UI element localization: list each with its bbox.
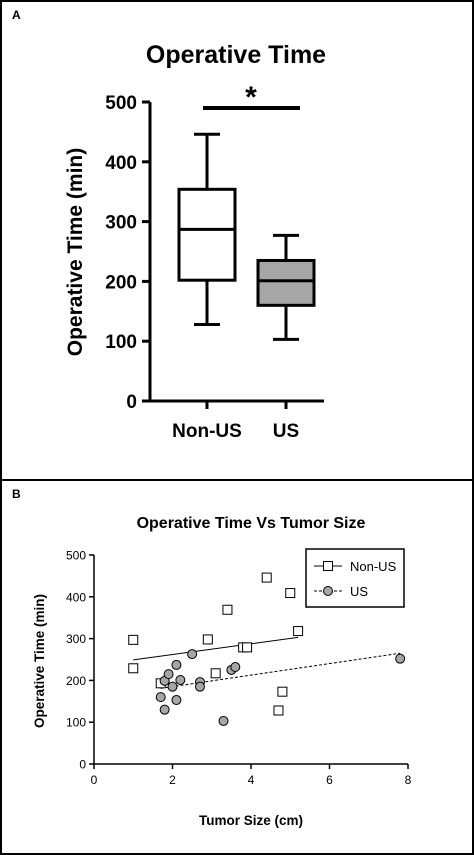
panel-b: B Operative Time Vs Tumor Size Operative …: [0, 481, 474, 855]
legend-label: US: [350, 584, 368, 599]
data-point-us: [194, 681, 205, 692]
data-point-non-us: [222, 604, 233, 615]
significance-star: *: [245, 81, 257, 114]
y-tick-label: 300: [105, 213, 137, 234]
data-point-non-us: [128, 663, 139, 674]
chart-title: Operative Time: [146, 41, 326, 69]
data-point-us: [167, 681, 178, 692]
panel-b-label: B: [12, 487, 21, 501]
y-tick-label: 0: [79, 758, 86, 772]
data-point-non-us: [210, 668, 221, 679]
data-point-non-us: [202, 634, 213, 645]
box-iqr: [256, 258, 316, 307]
legend-marker-square: [323, 561, 333, 571]
x-axis-label: Tumor Size (cm): [199, 813, 303, 828]
legend-box: [305, 548, 405, 608]
x-tick-label: 8: [405, 773, 412, 787]
y-tick-label: 200: [105, 272, 137, 293]
y-tick-label: 500: [105, 93, 137, 114]
box-plot: Operative Time Operative Time (min) 0 100 20…: [64, 41, 326, 442]
y-tick-label: 500: [66, 549, 86, 563]
data-point-non-us: [277, 686, 288, 697]
data-point-us: [175, 674, 186, 685]
y-axis-label: Operative Time (min): [64, 148, 87, 357]
data-point-us: [395, 653, 406, 664]
data-point-non-us: [293, 626, 304, 637]
data-point-us: [218, 715, 229, 726]
data-point-us: [159, 704, 170, 715]
x-tick-label: 0: [91, 773, 98, 787]
x-tick-label: 4: [248, 773, 255, 787]
panel-a-label: A: [12, 8, 21, 22]
data-point-us: [171, 695, 182, 706]
panel-a: A Operative Time Operative Time (min) 0 100…: [0, 0, 474, 481]
box-iqr: [177, 187, 237, 282]
data-point-us: [155, 692, 166, 703]
y-tick-label: 0: [126, 392, 137, 413]
y-tick-label: 400: [105, 153, 137, 174]
legend-marker-circle: [323, 586, 333, 596]
data-point-non-us: [261, 572, 272, 583]
data-point-non-us: [285, 588, 296, 599]
legend-label: Non-US: [350, 559, 397, 574]
x-tick-label: 6: [326, 773, 333, 787]
y-tick-label: 400: [66, 590, 86, 604]
trend-line-non-us: [133, 636, 299, 661]
data-point-us: [163, 669, 174, 680]
data-point-non-us: [128, 634, 139, 645]
y-tick-label: 300: [66, 632, 86, 646]
y-tick-label: 200: [66, 674, 86, 688]
x-tick-label: US: [273, 421, 299, 442]
data-point-non-us: [242, 642, 253, 653]
chart-title: Operative Time Vs Tumor Size: [137, 515, 366, 532]
data-point-us: [187, 649, 198, 660]
y-tick-label: 100: [105, 332, 137, 353]
y-axis-label: Operative Time (min): [32, 594, 47, 728]
data-point-us: [230, 662, 241, 673]
data-point-us: [171, 659, 182, 670]
scatter-plot: Operative Time Vs Tumor Size Operative Ti…: [32, 515, 412, 828]
x-tick-label: 2: [169, 773, 176, 787]
y-tick-label: 100: [66, 716, 86, 730]
x-tick-label: Non-US: [172, 421, 242, 442]
data-point-non-us: [273, 705, 284, 716]
